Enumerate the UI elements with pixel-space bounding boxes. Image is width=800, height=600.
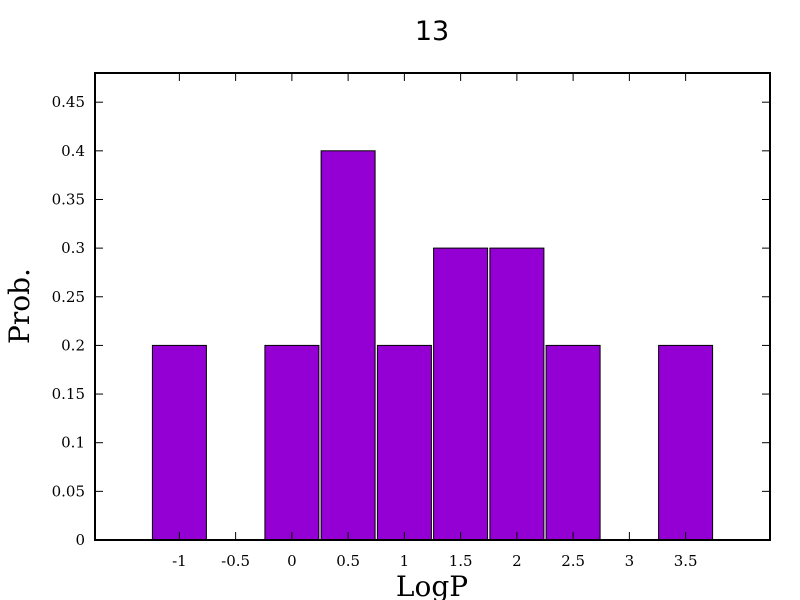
x-tick-label: 0: [287, 552, 297, 570]
chart-title: 13: [415, 16, 449, 47]
histogram-bar: [264, 344, 320, 541]
x-tick-label: 0.5: [336, 552, 360, 570]
histogram-bar: [376, 344, 432, 541]
x-tick-label: -1: [172, 552, 187, 570]
bars-group: [151, 150, 714, 541]
histogram-bar: [489, 247, 545, 541]
y-tick-label: 0.35: [52, 190, 85, 208]
y-tick-label: 0.1: [61, 434, 85, 452]
histogram-bar: [320, 150, 376, 541]
plot-frame: [94, 72, 771, 541]
y-tick-label: 0: [75, 531, 85, 549]
x-tick-label: 3.5: [674, 552, 698, 570]
y-tick-label: 0.3: [61, 239, 85, 257]
y-axis-label: Prob.: [3, 268, 36, 344]
histogram-bar: [151, 344, 207, 541]
x-tick-label: 3: [625, 552, 635, 570]
x-tick-label: 2: [512, 552, 522, 570]
x-tick-label: 1.5: [449, 552, 473, 570]
x-tick-label: 2.5: [561, 552, 585, 570]
y-tick-label: 0.25: [52, 288, 85, 306]
histogram-bar: [433, 247, 489, 541]
x-axis-label: LogP: [396, 570, 468, 600]
x-tick-label: 1: [400, 552, 410, 570]
histogram-bar: [658, 344, 714, 541]
ticks-group: 0 0.05 0.1 0.15 0.2 0.25 0.3 0.35 0.4 0.45 -1 -0.5 0…: [52, 73, 770, 570]
histogram-bar: [545, 344, 601, 541]
y-tick-label: 0.2: [61, 336, 85, 354]
y-tick-label: 0.05: [52, 482, 85, 500]
x-tick-label: -0.5: [221, 552, 250, 570]
y-tick-label: 0.15: [52, 385, 85, 403]
y-tick-label: 0.4: [61, 142, 85, 160]
y-tick-label: 0.45: [52, 93, 85, 111]
